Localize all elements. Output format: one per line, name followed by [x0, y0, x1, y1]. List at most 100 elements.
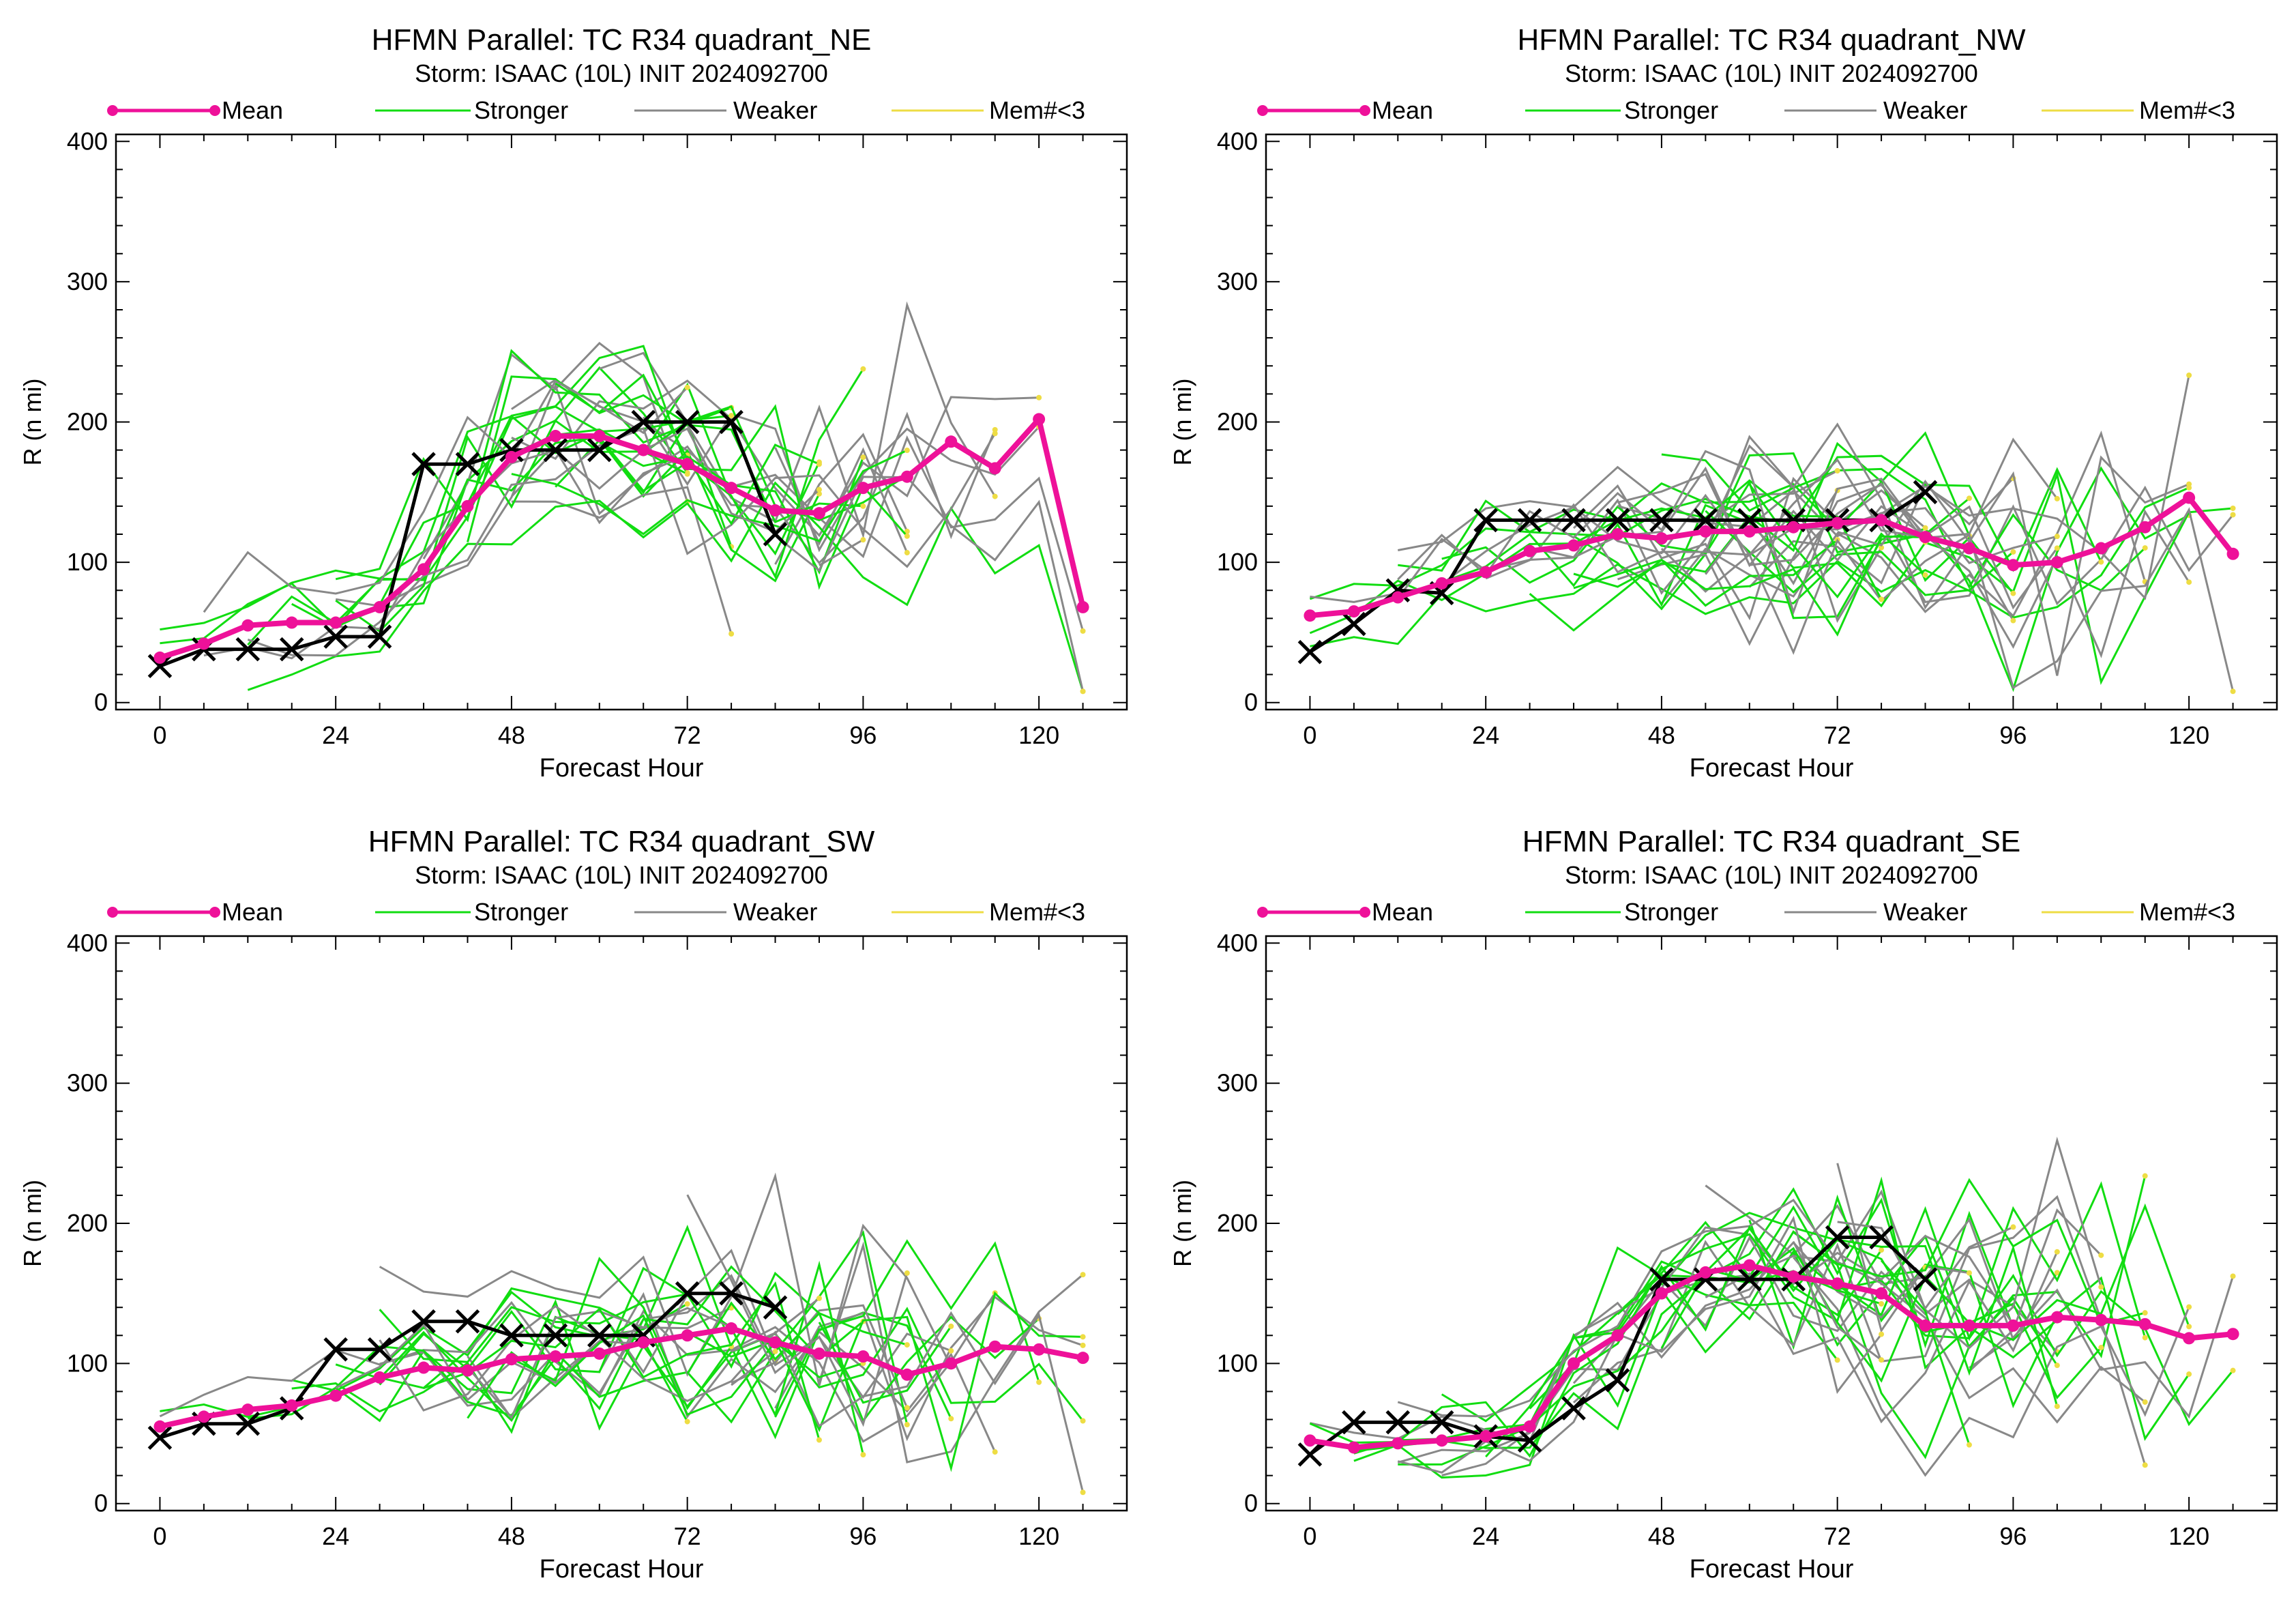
x-tick-label: 96 [849, 1522, 877, 1550]
member-count-marker [2098, 1345, 2104, 1351]
stronger-member-line [1398, 431, 1971, 572]
mean-point [505, 1353, 518, 1366]
best-track-marker [1869, 1225, 1894, 1250]
mean-point [417, 1361, 430, 1374]
best-track-marker-stroke [235, 637, 261, 662]
member-count-marker [2142, 1173, 2148, 1179]
stronger-member-line [291, 1315, 689, 1434]
legend-mean-marker [1359, 907, 1370, 918]
legend-weaker-label: Weaker [1883, 898, 1967, 926]
legend-stronger-label: Stronger [474, 898, 568, 926]
weaker-member-line [1397, 466, 2059, 610]
best-track-marker [1297, 639, 1323, 665]
member-count-marker [1834, 1357, 1840, 1363]
member-count-marker [1966, 1270, 1972, 1276]
member-count-marker [1080, 1489, 1086, 1496]
mean-point [1743, 1259, 1756, 1272]
mean-point [461, 499, 474, 512]
weaker-member-line [159, 1292, 996, 1443]
best-track-marker [1561, 1396, 1586, 1421]
best-track-marker-stroke [279, 637, 304, 662]
mean-point [1480, 1430, 1492, 1443]
best-track-marker [1342, 611, 1366, 637]
mean-point [769, 504, 782, 517]
mean-point [197, 1410, 210, 1423]
mean-point [2226, 1328, 2239, 1341]
x-tick-label: 0 [153, 721, 166, 749]
y-tick-label: 200 [67, 1209, 108, 1237]
best-track-marker-stroke [675, 1281, 700, 1306]
legend: Mean Stronger Weaker Mem#<3 [107, 96, 1085, 124]
chart-title: HFMN Parallel: TC R34 quadrant_NW [1518, 23, 2026, 57]
best-track-marker-stroke [1385, 1410, 1411, 1435]
best-track-marker [367, 1337, 392, 1362]
best-track-marker [719, 409, 744, 435]
mean-point [681, 458, 694, 471]
member-count-marker [1879, 544, 1885, 551]
weaker-member-line [467, 1307, 732, 1420]
best-track-marker-stroke [1429, 581, 1454, 606]
mean-point [2183, 491, 2196, 504]
weaker-member-line [686, 301, 996, 540]
legend-members-label: Mem#<3 [989, 96, 1085, 124]
best-track-marker-stroke [1737, 1267, 1762, 1292]
member-count-marker [860, 1452, 866, 1458]
best-track-marker-stroke [1473, 508, 1498, 533]
mean-point [945, 1357, 958, 1370]
member-count-marker [948, 1348, 954, 1354]
best-track-marker-stroke [543, 1323, 568, 1348]
mean-point [725, 482, 738, 495]
x-axis-label: Forecast Hour [540, 1555, 704, 1584]
member-count-marker [992, 1449, 998, 1455]
y-axis-label: R (n mi) [1168, 379, 1196, 466]
mean-point [857, 1350, 870, 1363]
best-track-marker-stroke [1869, 1225, 1894, 1250]
member-count-marker [2010, 1224, 2016, 1230]
member-count-marker [1834, 468, 1840, 474]
best-track-marker-stroke [1693, 508, 1718, 533]
member-count-marker [2010, 590, 2016, 596]
member-count-marker [1922, 572, 1928, 578]
x-tick-label: 72 [674, 1522, 701, 1550]
stronger-member-line [335, 349, 864, 581]
y-tick-label: 200 [1217, 408, 1258, 436]
mean-point [725, 1322, 738, 1335]
y-tick-label: 300 [1217, 1069, 1258, 1097]
member-count-marker [2142, 1399, 2148, 1405]
x-tick-label: 72 [1824, 1522, 1851, 1550]
member-count-marker [1080, 688, 1086, 695]
mean-point [373, 1371, 386, 1384]
member-count-marker [2054, 1270, 2060, 1276]
stronger-member-line [1793, 1252, 2234, 1427]
x-tick-label: 96 [1999, 721, 2027, 749]
member-count-marker [1879, 1331, 1885, 1337]
mean-point [900, 470, 913, 483]
weaker-member-line [1748, 477, 2014, 588]
best-track-marker-stroke [1297, 639, 1323, 665]
legend-weaker-label: Weaker [733, 898, 817, 926]
member-count-marker [816, 491, 822, 497]
ensemble-members [160, 301, 1086, 695]
member-count-marker [2142, 1462, 2148, 1468]
member-count-marker [1879, 1247, 1885, 1253]
best-track-marker-stroke [323, 624, 348, 649]
member-count-marker [904, 1422, 910, 1428]
best-track-marker [323, 1337, 348, 1362]
member-count-marker [992, 426, 998, 433]
mean-point [1875, 1287, 1888, 1300]
mean-line [1310, 495, 2235, 619]
best-track-marker [763, 1295, 788, 1320]
member-count-marker [1966, 495, 1972, 501]
chart-subtitle: Storm: ISAAC (10L) INIT 2024092700 [415, 861, 828, 889]
member-count-marker [2010, 617, 2016, 624]
mean-point [241, 1403, 254, 1416]
member-count-marker [904, 447, 910, 453]
best-track-marker-stroke [1561, 508, 1586, 533]
member-count-marker [1080, 628, 1086, 634]
best-track-marker-stroke [1429, 1410, 1454, 1435]
x-tick-label: 0 [1303, 721, 1316, 749]
mean-point [988, 462, 1001, 475]
best-track-marker-stroke [455, 452, 480, 476]
mean-point [1480, 566, 1492, 579]
stronger-member-line [598, 438, 821, 583]
